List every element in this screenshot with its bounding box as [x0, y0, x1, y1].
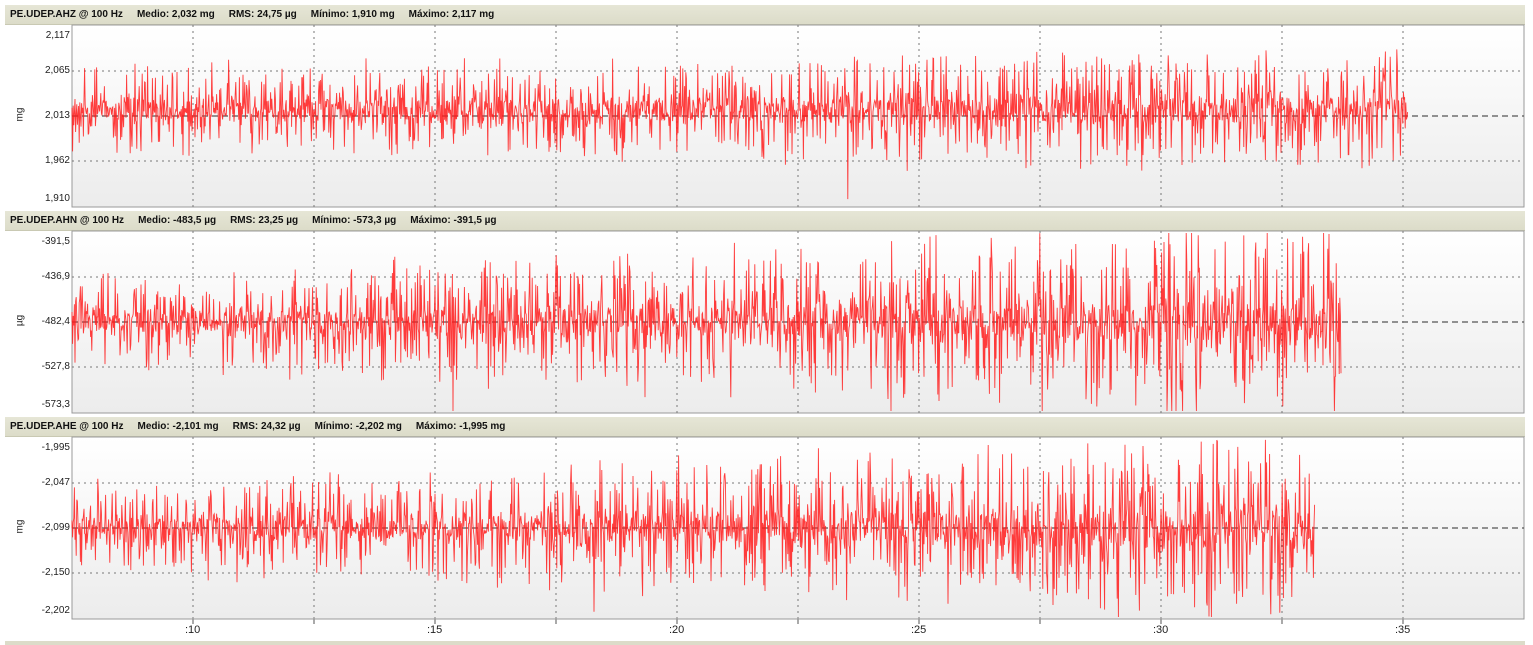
stat-maximo: Máximo: -391,5 µg: [410, 215, 497, 226]
y-tick-label: 2,117: [45, 30, 70, 41]
channel-plot[interactable]: [71, 24, 1525, 208]
y-tick-label: -2,150: [41, 567, 70, 578]
y-tick-label: -2,099: [41, 522, 70, 533]
time-tick-label: :20: [669, 624, 685, 636]
stat-rms: RMS: 24,32 µg: [232, 421, 301, 432]
waveform-trace: [71, 439, 1316, 618]
bottom-scroll-bar[interactable]: [5, 641, 1525, 645]
y-tick-label: -1,995: [41, 442, 70, 453]
time-tick-label: :30: [1153, 624, 1169, 636]
channel-name: PE.UDEP.AHN @ 100 Hz: [10, 215, 125, 226]
y-tick-label: -527,8: [41, 361, 70, 372]
stat-minimo: Mínimo: 1,910 mg: [310, 9, 395, 20]
stat-rms: RMS: 23,25 µg: [230, 215, 299, 226]
time-tick-label: :15: [427, 624, 443, 636]
channel-name: PE.UDEP.AHZ @ 100 Hz: [10, 9, 123, 20]
time-tick-label: :35: [1395, 624, 1411, 636]
waveform-trace: [71, 49, 1409, 200]
y-tick-label: -2,202: [41, 605, 70, 616]
channel-plot[interactable]: [71, 230, 1525, 414]
y-tick-label: 2,065: [44, 65, 70, 76]
stat-maximo: Máximo: 2,117 mg: [408, 9, 495, 20]
stat-rms: RMS: 24,75 µg: [228, 9, 297, 20]
channel-name: PE.UDEP.AHE @ 100 Hz: [10, 421, 124, 432]
y-tick-label: 1,962: [44, 155, 70, 166]
stat-minimo: Mínimo: -573,3 µg: [312, 215, 397, 226]
y-tick-label: -573,3: [41, 399, 70, 410]
y-tick-label: -436,9: [41, 271, 70, 282]
stat-medio: Medio: -483,5 µg: [138, 215, 217, 226]
y-tick-label: 1,910: [44, 193, 70, 204]
time-tick-label: :25: [911, 624, 927, 636]
stat-minimo: Mínimo: -2,202 mg: [314, 421, 402, 432]
channel-plot[interactable]: [71, 436, 1525, 620]
y-tick-label: 2,013: [44, 110, 70, 121]
time-tick-label: :10: [185, 624, 201, 636]
stat-maximo: Máximo: -1,995 mg: [415, 421, 506, 432]
waveform-trace: [71, 232, 1342, 412]
y-tick-label: -391,5: [41, 236, 70, 247]
y-tick-label: -2,047: [41, 477, 70, 488]
y-tick-label: -482,4: [41, 316, 70, 327]
stat-medio: Medio: -2,101 mg: [137, 421, 219, 432]
stat-medio: Medio: 2,032 mg: [136, 9, 215, 20]
